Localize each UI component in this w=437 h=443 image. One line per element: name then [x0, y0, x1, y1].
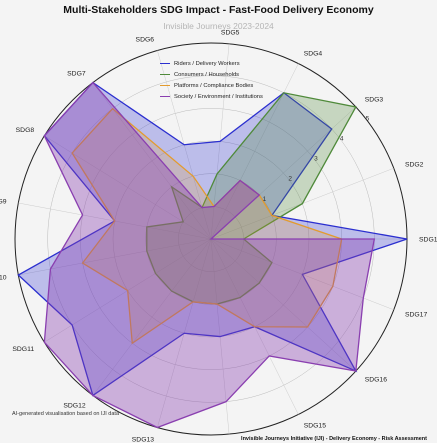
radial-tick-label: 3 — [314, 156, 318, 163]
legend-swatch-consumers — [160, 74, 170, 75]
axis-label-sdg4: SDG4 — [304, 50, 323, 57]
axis-label-sdg6: SDG6 — [136, 36, 155, 43]
footer-source: Invisible Journeys Initiative (IJI) - De… — [241, 436, 427, 442]
axis-label-sdg13: SDG13 — [132, 437, 155, 443]
axis-label-sdg8: SDG8 — [16, 127, 35, 134]
series-polygon-consumers — [146, 92, 357, 305]
legend-item-consumers: Consumers / Households — [160, 69, 284, 80]
chart-subtitle: Invisible Journeys 2023-2024 — [163, 21, 274, 31]
legend-swatch-society — [160, 96, 170, 97]
axis-label-sdg11: SDG11 — [12, 346, 34, 353]
axis-label-sdg15: SDG15 — [304, 423, 327, 430]
radial-tick-label: 4 — [340, 135, 344, 142]
axis-label-sdg5: SDG5 — [221, 29, 240, 36]
axis-label-sdg12: SDG12 — [63, 402, 86, 409]
radial-tick-label: 1 — [263, 196, 267, 203]
axis-label-sdg10: SDG10 — [0, 275, 7, 282]
legend-swatch-platforms — [160, 85, 170, 86]
radial-tick-label: 2 — [288, 176, 292, 183]
radar-spoke — [92, 238, 212, 396]
axis-label-sdg9: SDG9 — [0, 198, 7, 205]
chart-legend: Riders / Delivery Workers Consumers / Ho… — [160, 58, 284, 102]
footer-note: AI-generated visualisation based on IJI … — [12, 411, 120, 417]
legend-item-society: Society / Environment / Institutions — [160, 91, 284, 102]
legend-label-platforms: Platforms / Compliance Bodies — [174, 82, 254, 89]
legend-label-society: Society / Environment / Institutions — [174, 93, 263, 100]
axis-label-sdg7: SDG7 — [67, 71, 86, 78]
axis-label-sdg3: SDG3 — [365, 96, 384, 103]
legend-item-riders: Riders / Delivery Workers — [160, 58, 284, 69]
legend-label-riders: Riders / Delivery Workers — [174, 60, 240, 67]
series-polygon-society — [43, 81, 376, 429]
axis-label-sdg2: SDG2 — [405, 161, 424, 168]
legend-label-consumers: Consumers / Households — [174, 71, 240, 78]
axis-label-sdg1: SDG1 — [419, 237, 437, 244]
legend-item-platforms: Platforms / Compliance Bodies — [160, 80, 284, 91]
legend-swatch-riders — [160, 63, 170, 64]
chart-title: Multi-Stakeholders SDG Impact - Fast-Foo… — [63, 4, 374, 16]
axis-label-sdg16: SDG16 — [365, 377, 388, 384]
radar-spoke — [210, 238, 357, 372]
radial-tick-label: 5 — [366, 115, 370, 122]
axis-label-sdg17: SDG17 — [405, 312, 428, 319]
